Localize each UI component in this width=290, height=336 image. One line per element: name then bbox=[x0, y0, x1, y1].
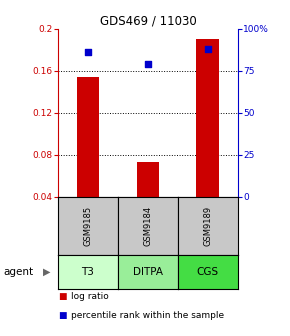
Bar bbox=[137, 162, 159, 197]
Text: GSM9185: GSM9185 bbox=[84, 206, 93, 246]
Text: GSM9184: GSM9184 bbox=[143, 206, 153, 246]
Point bbox=[146, 61, 150, 67]
Text: ■: ■ bbox=[58, 292, 66, 301]
Bar bbox=[196, 39, 219, 197]
Text: ■: ■ bbox=[58, 311, 66, 320]
Text: percentile rank within the sample: percentile rank within the sample bbox=[71, 311, 224, 320]
Point bbox=[206, 46, 210, 51]
Text: agent: agent bbox=[3, 267, 33, 277]
Point bbox=[86, 49, 90, 55]
Text: T3: T3 bbox=[81, 267, 95, 277]
Bar bbox=[77, 77, 99, 197]
Text: CGS: CGS bbox=[197, 267, 219, 277]
Text: DITPA: DITPA bbox=[133, 267, 163, 277]
Text: ▶: ▶ bbox=[43, 267, 51, 277]
Title: GDS469 / 11030: GDS469 / 11030 bbox=[99, 14, 196, 28]
Text: GSM9189: GSM9189 bbox=[203, 206, 212, 246]
Text: log ratio: log ratio bbox=[71, 292, 109, 301]
